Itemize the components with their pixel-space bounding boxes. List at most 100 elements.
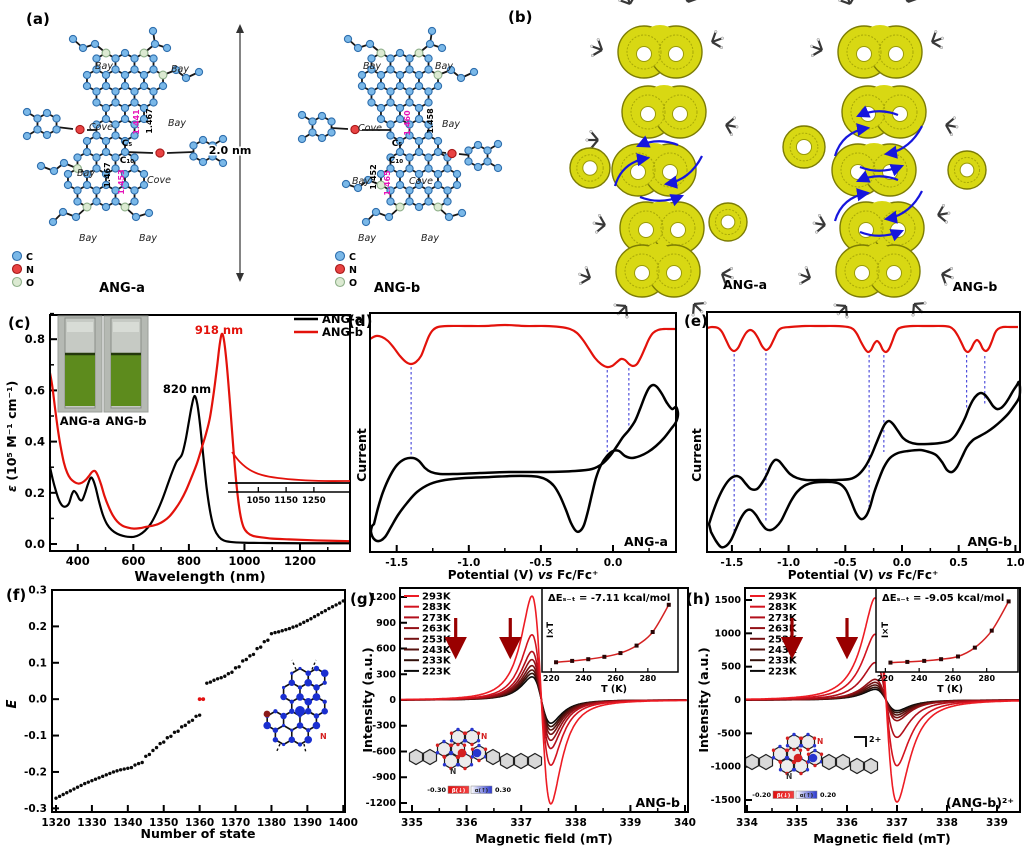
legend-temp: 283K (422, 602, 452, 613)
panel-b-label: (b) (508, 8, 532, 26)
svg-text:340: 340 (674, 817, 696, 829)
peak-918: 918 nm (195, 323, 243, 337)
legend-n-swatch (11, 263, 23, 275)
state-point (298, 622, 302, 626)
state-point (72, 787, 76, 791)
state-point (169, 734, 173, 738)
svg-text:800: 800 (177, 554, 201, 568)
svg-text:1350: 1350 (149, 817, 178, 829)
state-point (276, 630, 281, 634)
mol1-name: ANG-a (99, 281, 145, 296)
plot-frame (744, 587, 1021, 813)
svg-text:-1.0: -1.0 (457, 557, 480, 569)
state-point (284, 627, 288, 632)
svg-text:220: 220 (877, 674, 894, 683)
orbital-dot (272, 727, 279, 733)
svg-text:900: 900 (376, 618, 396, 629)
svg-text:0.2: 0.2 (28, 621, 47, 633)
svg-text:β(↓): β(↓) (452, 787, 466, 794)
cove-label: Cove (358, 123, 382, 134)
e-xlabel: Potential (V) vs Fc/Fc⁺ (788, 568, 939, 582)
legend-c-swatch (11, 250, 23, 262)
ixt-point (602, 654, 607, 659)
mol2-name: ANG-b (374, 281, 420, 296)
molecule-atoms (297, 26, 503, 227)
svg-text:1320: 1320 (41, 817, 70, 829)
spin-density-blue (808, 753, 818, 763)
state-point (183, 723, 187, 728)
svg-text:260: 260 (945, 674, 962, 683)
svg-text:0.0: 0.0 (893, 557, 912, 569)
molecule-atoms (22, 26, 228, 227)
orbital-dot (304, 697, 313, 706)
orbital-dot (313, 713, 320, 719)
ixt-point (955, 654, 960, 659)
ring-current-arrow (639, 194, 685, 207)
state-point (233, 666, 238, 670)
orbital-dot (320, 669, 329, 678)
plot-frame (51, 589, 346, 813)
svg-text:0.4: 0.4 (25, 435, 45, 449)
state-point (219, 675, 223, 680)
svg-text:0.6: 0.6 (25, 383, 45, 397)
orbital-dot (321, 708, 328, 715)
state-point (312, 614, 317, 619)
state-point (97, 776, 101, 780)
svg-text:1200: 1200 (370, 592, 397, 603)
bond-length: 1.441 (132, 109, 141, 135)
cove-label: Cove (409, 176, 433, 187)
svg-text:1150: 1150 (274, 496, 298, 506)
svg-text:339: 339 (619, 817, 641, 829)
d-xlabel: Potential (V) vs Fc/Fc⁺ (448, 568, 599, 582)
oxygen-atom (120, 202, 130, 212)
svg-text:-1000: -1000 (711, 762, 742, 773)
state-point (162, 740, 166, 744)
orbital-dot (288, 679, 296, 686)
svg-text:0: 0 (734, 695, 741, 706)
ixt-point (989, 628, 994, 633)
svg-text:-0.5: -0.5 (834, 557, 857, 569)
state-point (100, 774, 105, 779)
spin-hexagon (464, 728, 480, 746)
spin-hexagon (849, 757, 865, 775)
state-point (237, 665, 241, 669)
state-point (269, 631, 274, 636)
svg-text:α(↑): α(↑) (800, 792, 814, 799)
ixt-point (634, 643, 639, 648)
h-charge-label: 2+ (869, 735, 881, 744)
spin-hexagon (821, 753, 837, 771)
panel-a: (a) Bay Bay Bay Bay Bay Bay Cove Cove C₅… (11, 10, 503, 296)
orbital-dot (322, 699, 327, 704)
bond-length: 1.452 (369, 164, 378, 189)
state-point (323, 609, 328, 613)
svg-text:-1500: -1500 (711, 795, 742, 806)
acid-mol1-name: ANG-a (723, 277, 767, 292)
svg-text:339: 339 (986, 817, 1008, 829)
orbital-dot (297, 742, 303, 747)
cove-label: Cove (89, 122, 113, 133)
legend-o-swatch (11, 276, 23, 288)
state-point (118, 768, 123, 772)
legend-anga: ANG-a (322, 312, 363, 326)
svg-text:N: N (450, 767, 456, 776)
svg-text:337: 337 (886, 817, 908, 829)
svg-text:240: 240 (575, 674, 592, 683)
svg-text:300: 300 (376, 669, 396, 680)
legend-temp: 223K (768, 666, 798, 677)
g-ylabel: Intensity (a.u.) (360, 647, 375, 752)
bond-length: 1.465 (383, 170, 392, 196)
state-point (294, 624, 299, 628)
state-point (176, 729, 180, 733)
orbital-dot (280, 693, 287, 701)
state-point (327, 606, 331, 611)
state-point (136, 761, 141, 766)
peak-820: 820 nm (163, 382, 211, 396)
svg-text:334: 334 (736, 817, 758, 829)
f-ylabel: E (5, 699, 20, 708)
cv-trace (369, 383, 680, 543)
nitrogen-atom (350, 124, 360, 135)
plot-frame (399, 587, 689, 813)
d-molecule-name: ANG-a (624, 534, 668, 549)
state-point (115, 769, 119, 773)
orbital-dot (281, 685, 286, 690)
